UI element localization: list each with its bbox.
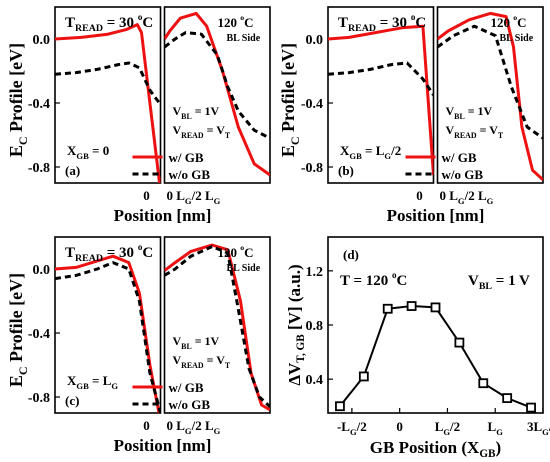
series-without-gb-right (164, 245, 270, 408)
data-point (358, 371, 369, 382)
vbl-label: VBL = 1V (173, 334, 220, 351)
panel-tag: (b) (338, 163, 354, 178)
legend-label-with-gb: w/ GB (169, 150, 204, 165)
temp-right: 120 oC (491, 13, 527, 30)
series-line (339, 304, 532, 409)
ytick-label: -0.4 (28, 327, 50, 342)
xtick-left: 0 (143, 418, 150, 433)
xtick-right: 0 LG/2 LG (167, 418, 221, 436)
series-without-gb-right (437, 24, 543, 140)
xtick-left: 0 (416, 188, 423, 203)
panel-tag: (a) (65, 163, 80, 178)
bl-side-label: BL Side (500, 33, 534, 44)
ytick-label: -0.4 (28, 97, 50, 112)
vread-label: VREAD = VT (173, 353, 231, 370)
frame-left (54, 6, 162, 184)
ytick-label: -0.8 (301, 161, 323, 176)
legend-label-with-gb: w/ GB (169, 380, 204, 395)
xtick-label: 3LG/2 (527, 419, 550, 437)
ytick-label: 0.0 (306, 33, 324, 48)
xgb-label: XGB = LG (67, 373, 118, 391)
temp-right: 120 oC (218, 13, 254, 30)
series-with-gb-right (164, 11, 270, 177)
ylabel: ΔVT, GB [V] (a.u.) (285, 264, 307, 385)
data-point (526, 402, 536, 413)
ylabel-bottom: EC Profile [eV] (6, 273, 30, 387)
series-without-gb-left (55, 261, 161, 413)
ytick-label: 1.2 (306, 265, 324, 280)
xlabel: Position [nm] (387, 206, 485, 225)
ytick-label: 0.0 (33, 263, 51, 278)
xtick-left: 0 (143, 188, 150, 203)
data-point (406, 301, 417, 311)
xtick-right: 0 LG/2 LG (167, 188, 221, 206)
xtick-right: 0 LG/2 LG (440, 188, 494, 206)
bl-side-label: BL Side (227, 33, 261, 44)
ytick-label: 0.0 (33, 33, 51, 48)
vbl-label: VBL = 1 V (468, 273, 530, 292)
bl-side-label: BL Side (227, 263, 261, 274)
legend-label-without-gb: w/o GB (169, 167, 211, 182)
series-without-gb-right (164, 31, 270, 140)
frame-right (163, 236, 271, 414)
ytick-label: 0.8 (306, 319, 324, 334)
temp-left: TREAD = 30 oC (65, 12, 153, 34)
series-without-gb-left (328, 61, 434, 96)
xgb-label: XGB = 0 (67, 143, 109, 161)
vread-label: VREAD = VT (446, 123, 504, 140)
frame (327, 236, 544, 414)
series-with-gb-left (328, 24, 434, 176)
series-without-gb-left (55, 61, 161, 106)
panel-c: 0.0 -0.4 -0.8 TREAD = 30 oC 120 oC BL Side VBL… (28, 236, 271, 455)
ylabel-top-b: EC Profile [eV] (278, 43, 302, 157)
xgb-label: XGB = LG/2 (340, 143, 401, 161)
data-point (454, 337, 465, 348)
ylabel-top: EC Profile [eV] (6, 43, 30, 157)
legend-label-with-gb: w/ GB (442, 150, 477, 165)
series-with-gb-right (164, 243, 270, 412)
xtick-label: LG (488, 419, 504, 437)
xlabel: Position [nm] (114, 436, 212, 455)
panel-tag: (d) (343, 247, 359, 262)
data-point (430, 302, 441, 313)
xtick-label: -LG/2 (337, 419, 367, 437)
legend-label-without-gb: w/o GB (442, 167, 484, 182)
temp-label: T = 120 oC (340, 270, 407, 289)
frame-left (54, 236, 162, 414)
data-point (478, 378, 489, 389)
xlabel: GB Position (XGB) (370, 438, 501, 460)
ytick-label: -0.8 (28, 391, 50, 406)
frame-right (163, 6, 271, 184)
series-with-gb-left (55, 23, 161, 183)
xlabel: Position [nm] (114, 206, 212, 225)
xtick-label: 0 (396, 419, 403, 434)
ytick-label: -0.4 (301, 97, 323, 112)
panel-a: 0.0 -0.4 -0.8 TREAD = 30 oC 120 oC BL Side VBL… (28, 6, 271, 225)
panel-b: 0.0 -0.4 -0.8 TREAD = 30 oC 120 oC BL Side VBL… (301, 6, 544, 225)
temp-left: TREAD = 30 oC (65, 242, 153, 264)
data-point (382, 303, 393, 314)
vread-label: VREAD = VT (173, 123, 231, 140)
ytick-label: -0.8 (28, 161, 50, 176)
panel-d: 1.2 0.8 0.4 -LG/2 0 LG/2 LG 3LG/2 (d) T = 120 oC V… (285, 236, 550, 460)
ytick-label: 0.4 (306, 373, 324, 388)
data-point (502, 393, 513, 404)
data-point (335, 401, 345, 412)
xtick-label: LG/2 (435, 419, 460, 437)
legend-label-without-gb: w/o GB (169, 397, 211, 412)
temp-left: TREAD = 30 oC (338, 12, 426, 34)
vbl-label: VBL = 1V (446, 104, 493, 121)
panel-tag: (c) (65, 393, 79, 408)
temp-right: 120 oC (218, 243, 254, 260)
frame-right (436, 6, 544, 184)
vbl-label: VBL = 1V (173, 104, 220, 121)
series-with-gb-right (437, 11, 543, 181)
